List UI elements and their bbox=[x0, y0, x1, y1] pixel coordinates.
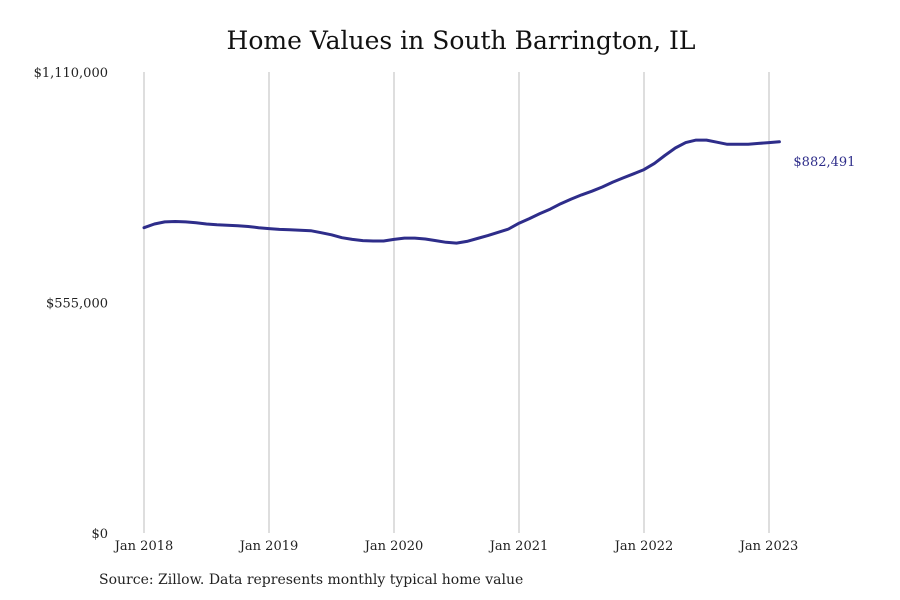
y-axis: $0 $555,000 $1,110,000 bbox=[34, 66, 108, 542]
x-tick-label: Jan 2021 bbox=[488, 539, 549, 554]
x-tick-label: Jan 2019 bbox=[238, 539, 299, 554]
y-tick-label: $1,110,000 bbox=[34, 66, 108, 81]
x-tick-label: Jan 2018 bbox=[113, 539, 174, 554]
y-tick-label: $0 bbox=[91, 527, 108, 542]
x-axis: Jan 2018 Jan 2019 Jan 2020 Jan 2021 Jan 2022… bbox=[113, 539, 799, 554]
source-note: Source: Zillow. Data represents monthly … bbox=[99, 572, 524, 588]
home-value-line bbox=[142, 138, 781, 245]
gridlines bbox=[143, 72, 770, 533]
x-tick-label: Jan 2020 bbox=[363, 539, 424, 554]
x-tick-label: Jan 2023 bbox=[738, 539, 799, 554]
y-tick-label: $555,000 bbox=[46, 297, 108, 312]
x-tick-label: Jan 2022 bbox=[613, 539, 674, 554]
end-value-label: $882,491 bbox=[793, 155, 855, 170]
chart-title: Home Values in South Barrington, IL bbox=[226, 26, 696, 55]
